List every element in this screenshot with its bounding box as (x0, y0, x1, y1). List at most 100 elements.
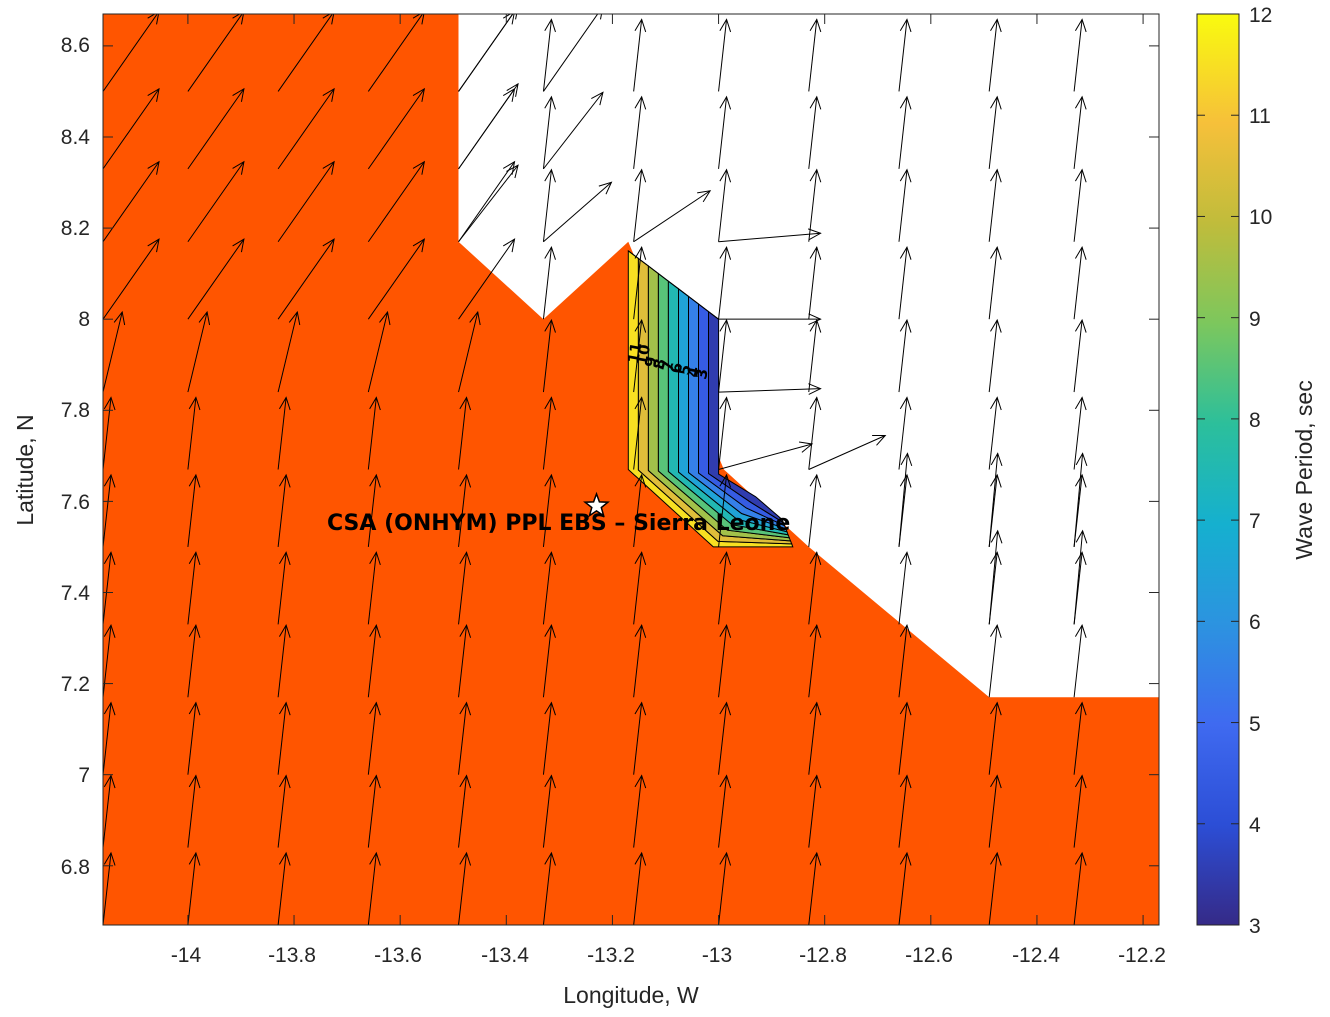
arrow-head (544, 774, 556, 789)
arrow-head (459, 701, 472, 716)
arrow-shaft (808, 96, 818, 169)
arrow-shaft (367, 625, 377, 698)
wind-arrow (542, 473, 556, 547)
arrow-shaft (988, 96, 998, 169)
wind-arrow (988, 245, 1002, 320)
arrow-shaft (103, 238, 160, 320)
arrow-shaft (458, 83, 519, 170)
arrow-head (369, 473, 381, 488)
arrow-shaft (718, 19, 728, 92)
wind-arrow (808, 318, 822, 393)
wind-arrow (103, 851, 116, 925)
wind-arrow (718, 383, 822, 395)
wind-arrow (1073, 18, 1087, 92)
wind-arrow (808, 851, 822, 925)
wind-arrow (542, 396, 556, 470)
y-tick-label: 8.2 (61, 217, 90, 240)
wind-arrow (543, 14, 603, 92)
arrow-head (719, 473, 732, 488)
arrow-head (719, 851, 732, 866)
arrow-shaft (458, 552, 468, 625)
contour-label: 4 (684, 365, 704, 378)
arrow-shaft (187, 625, 197, 698)
y-axis-label: Latitude, N (12, 414, 38, 525)
wind-arrow (458, 14, 518, 92)
arrow-shaft (542, 852, 552, 925)
arrow-head (469, 310, 481, 326)
arrow-shaft (542, 247, 552, 320)
arrow-head (232, 160, 245, 175)
arrow-head (459, 624, 472, 638)
wind-vector-field (103, 14, 1088, 925)
arrow-shaft (633, 397, 643, 470)
wind-arrow (187, 14, 244, 92)
arrow-shaft (187, 552, 197, 625)
arrow-head (634, 318, 647, 333)
arrow-head (322, 160, 335, 175)
wind-arrow (367, 701, 381, 775)
wind-arrow (542, 318, 556, 393)
contour-label: 3 (692, 367, 712, 380)
contour-label: 7 (658, 359, 678, 372)
wind-arrow (458, 624, 472, 698)
arrow-head (544, 624, 556, 638)
wind-arrow (367, 551, 381, 625)
wind-arrow (277, 551, 291, 625)
arrow-shaft (718, 397, 728, 470)
arrow-head (1074, 473, 1087, 488)
arrow-head (147, 14, 160, 25)
arrow-head (544, 701, 556, 716)
arrow-shaft (367, 14, 424, 92)
wind-arrow (103, 87, 160, 170)
wind-arrow (1073, 624, 1087, 698)
arrow-head (1075, 529, 1088, 544)
wind-arrow (103, 473, 116, 547)
arrow-head (599, 14, 603, 20)
arrow-head (798, 441, 814, 453)
wind-arrow (187, 774, 201, 848)
arrow-head (288, 310, 301, 326)
wind-arrow (187, 160, 245, 243)
wind-arrow (103, 14, 160, 92)
arrow-head (232, 14, 244, 25)
arrow-head (809, 396, 822, 411)
arrow-shaft (103, 625, 112, 698)
arrow-shaft (367, 88, 425, 170)
wind-arrow (103, 624, 116, 698)
wind-arrow (458, 396, 472, 470)
y-tick-label: 8.4 (61, 126, 91, 149)
arrow-shaft (898, 852, 908, 925)
arrow-head (719, 318, 732, 333)
arrow-head (634, 95, 647, 110)
arrow-shaft (542, 320, 552, 393)
y-tick-label: 6.8 (61, 856, 90, 879)
wind-arrow (808, 624, 822, 698)
arrow-shaft (277, 625, 287, 698)
arrow-shaft (718, 96, 728, 169)
arrow-shaft (718, 552, 728, 625)
arrow-head (990, 774, 1002, 789)
arrow-shaft (718, 232, 821, 243)
wind-arrow (103, 774, 116, 848)
wind-arrow (458, 160, 516, 243)
arrow-head (544, 168, 556, 183)
wind-arrow (367, 396, 381, 470)
wind-arrow (988, 396, 1002, 470)
wind-arrow (718, 624, 732, 698)
arrow-shaft (898, 19, 908, 92)
colorbar-tick-label: 6 (1249, 611, 1261, 634)
arrow-head (809, 701, 822, 716)
wind-arrow (633, 18, 647, 92)
arrow-shaft (542, 625, 552, 698)
wind-arrow (458, 774, 472, 848)
wind-arrow (277, 238, 335, 320)
arrow-head (719, 168, 732, 183)
arrow-head (899, 18, 912, 33)
wind-arrow (808, 245, 822, 320)
arrow-head (1074, 18, 1087, 33)
x-tick-label: -13.6 (374, 944, 422, 967)
wave-period-contours (627, 249, 794, 548)
arrow-shaft (808, 397, 818, 470)
arrow-shaft (277, 775, 287, 848)
